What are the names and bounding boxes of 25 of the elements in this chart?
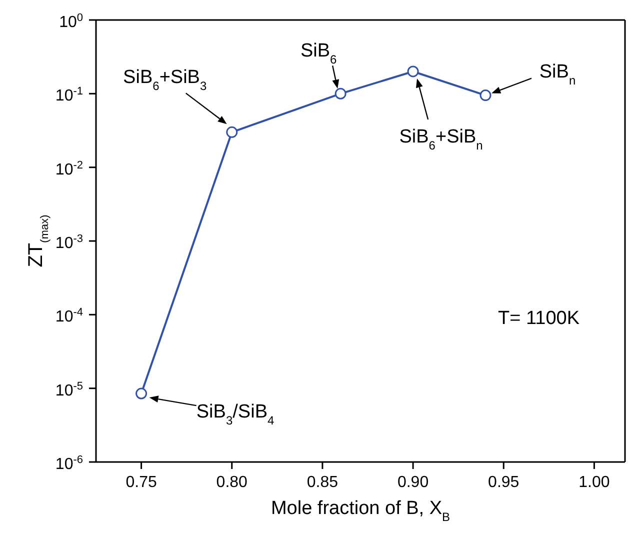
y-tick-label: 10$^{-5}$ — [55, 380, 83, 400]
x-axis-title: Mole fraction of B, X$_{B}$ — [270, 498, 450, 524]
x-tick-label: 0.85 — [306, 474, 338, 491]
y-tick-label: 10$^{-1}$ — [55, 86, 83, 105]
x-tick-label: 0.90 — [397, 474, 429, 491]
point — [136, 388, 148, 400]
annotation: SiB$_{6}$ — [300, 40, 338, 67]
annotation: SiB$_{6}$+SiB$_{3}$ — [123, 67, 207, 94]
annotation: SiB$_{n}$ — [539, 61, 576, 88]
x-tick-label: 0.75 — [126, 474, 157, 491]
annotation: T= 1100K — [498, 308, 580, 330]
point — [407, 66, 419, 78]
annotation: SiB$_{3}$/SiB$_{4}$ — [196, 402, 275, 428]
y-tick-label: 10$^{-2}$ — [55, 159, 83, 178]
x-tick-label: 0.95 — [488, 474, 520, 491]
y-tick-label: 10$^{-3}$ — [55, 233, 83, 252]
y-tick-label: 10$^{-4}$ — [55, 306, 83, 326]
point — [334, 88, 346, 100]
annotation: SiB$_{6}$+SiB$_{n}$ — [399, 126, 483, 152]
x-tick-label: 0.80 — [216, 474, 248, 491]
point — [226, 126, 238, 138]
y-tick-label: 10$^{-6}$ — [55, 454, 83, 473]
y-tick-label: 10$^{0}$ — [59, 12, 83, 31]
x-tick-label: 1.00 — [578, 474, 610, 491]
point — [480, 90, 492, 102]
